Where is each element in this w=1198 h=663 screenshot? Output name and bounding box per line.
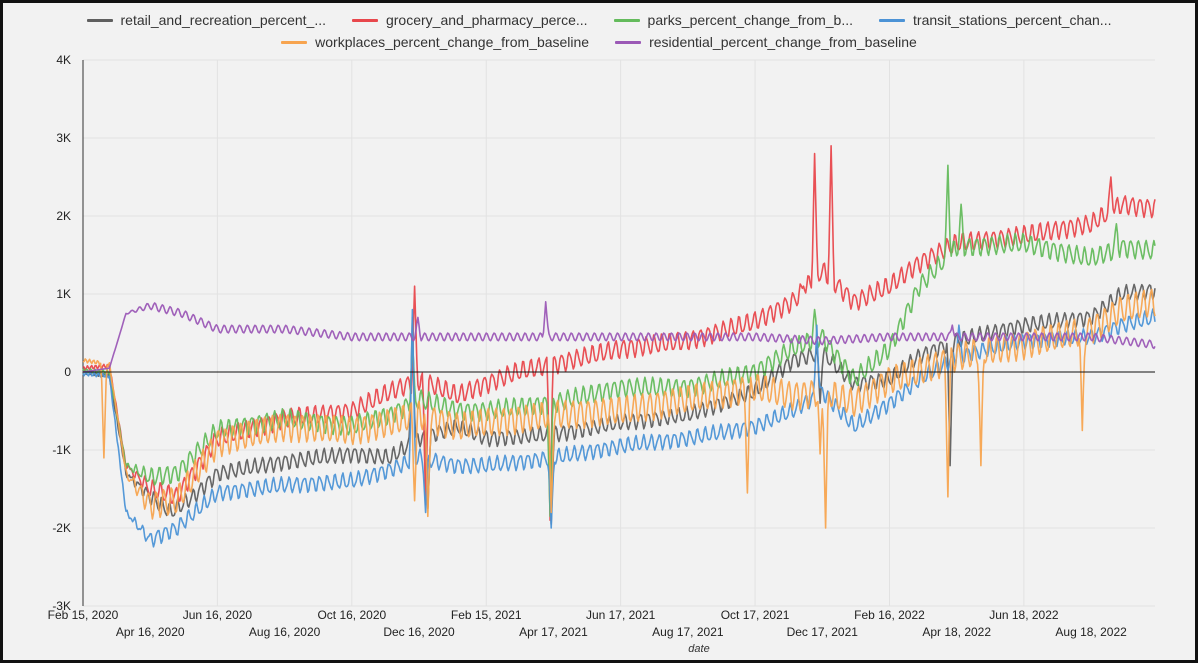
legend-swatch-grocery [351,18,378,22]
legend-label-transit: transit_stations_percent_chan... [913,12,1112,28]
legend-row-2: workplaces_percent_change_from_baseline … [3,31,1195,53]
legend-swatch-workplaces [281,40,308,44]
legend-label-grocery: grocery_and_pharmacy_perce... [385,12,588,28]
series-line-3 [82,308,1156,548]
legend-item-parks[interactable]: parks_percent_change_from_b... [613,12,854,28]
x-tick-label: Feb 15, 2020 [48,608,119,622]
legend-swatch-retail [86,18,113,22]
legend-item-residential[interactable]: residential_percent_change_from_baseline [615,34,917,50]
x-tick-label: Dec 17, 2021 [787,625,859,639]
series-line-4 [82,288,1156,529]
y-tick-label: 1K [56,287,71,301]
x-tick-label: Feb 16, 2022 [854,608,925,622]
legend-item-grocery[interactable]: grocery_and_pharmacy_perce... [351,12,588,28]
x-tick-label: Apr 17, 2021 [519,625,588,639]
x-tick-label: Jun 16, 2020 [183,608,253,622]
x-tick-label: Aug 18, 2022 [1055,625,1127,639]
y-tick-label: -2K [52,521,71,535]
x-tick-label: Feb 15, 2021 [451,608,522,622]
legend-label-parks: parks_percent_change_from_b... [647,12,854,28]
legend-item-transit[interactable]: transit_stations_percent_chan... [879,12,1111,28]
x-axis-title: date [688,643,709,655]
x-tick-label: Dec 16, 2020 [383,625,455,639]
y-tick-label: -1K [52,443,71,457]
legend-row-1: retail_and_recreation_percent_... grocer… [3,9,1195,31]
x-tick-label: Apr 18, 2022 [922,625,991,639]
x-tick-label: Aug 16, 2020 [249,625,321,639]
series-line-2 [82,164,1156,518]
legend-swatch-parks [613,18,640,22]
legend-label-retail: retail_and_recreation_percent_... [120,12,326,28]
legend: retail_and_recreation_percent_... grocer… [3,9,1195,53]
y-tick-label: 0 [64,365,71,379]
x-tick-label: Aug 17, 2021 [652,625,724,639]
x-tick-label: Apr 16, 2020 [116,625,185,639]
legend-swatch-transit [879,18,906,22]
legend-item-retail[interactable]: retail_and_recreation_percent_... [86,12,326,28]
legend-label-residential: residential_percent_change_from_baseline [649,34,917,50]
x-tick-label: Oct 17, 2021 [721,608,790,622]
y-tick-label: 3K [56,131,71,145]
x-tick-label: Jun 18, 2022 [989,608,1059,622]
series-line-5 [82,301,1156,373]
legend-item-workplaces[interactable]: workplaces_percent_change_from_baseline [281,34,589,50]
x-tick-label: Jun 17, 2021 [586,608,656,622]
y-tick-label: 2K [56,209,71,223]
y-tick-label: -3K [52,599,71,613]
legend-swatch-residential [615,40,642,44]
x-tick-label: Oct 16, 2020 [317,608,386,622]
legend-label-workplaces: workplaces_percent_change_from_baseline [315,34,590,50]
y-tick-label: 4K [56,53,71,67]
